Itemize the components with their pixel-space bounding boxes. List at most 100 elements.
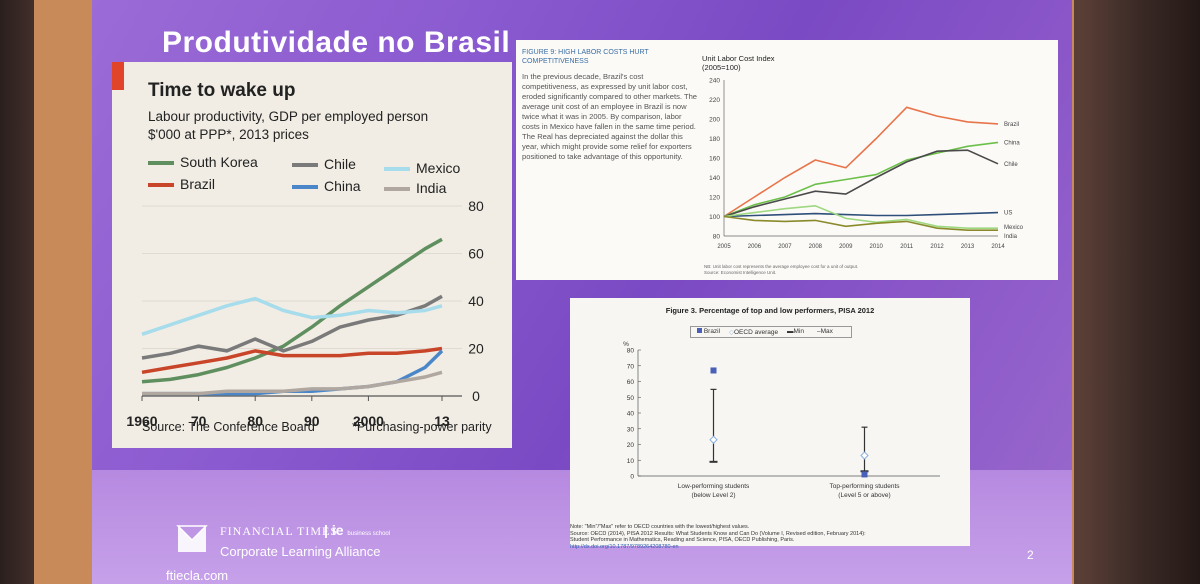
productivity-line-chart: 0 20 40 60 80 1960 70 80 90 2000 13 — [126, 198, 484, 429]
legend-china: China — [292, 178, 361, 194]
productivity-chart-panel: Time to wake up Labour productivity, GDP… — [112, 62, 512, 448]
brazil-marker — [710, 367, 717, 374]
projection-screen: Produtividade no Brasil Time to wake up … — [34, 0, 1074, 584]
category-label: (Level 5 or above) — [838, 492, 890, 499]
slide: Produtividade no Brasil Time to wake up … — [92, 0, 1072, 584]
legend-chile: Chile — [292, 156, 356, 172]
series-end-label: US — [1004, 211, 1012, 217]
y-tick-label: 180 — [709, 136, 720, 143]
series-line-brazil — [141, 346, 443, 375]
y-axis-unit: % — [623, 341, 629, 348]
series-end-label: Mexico — [1004, 225, 1024, 231]
legend-brazil: Brazil — [148, 176, 215, 192]
series-line-india — [723, 215, 998, 231]
pisa-title: Figure 3. Percentage of top and low perf… — [665, 306, 875, 315]
series-end-label: Chile — [1004, 162, 1018, 168]
series-end-label: China — [1004, 140, 1020, 146]
labor-cost-panel: FIGURE 9: HIGH LABOR COSTS HURT COMPETIT… — [516, 40, 1058, 280]
series-line-mexico — [723, 204, 998, 229]
y-tick-label: 40 — [468, 293, 484, 309]
brazil-marker — [861, 471, 868, 478]
doi-link[interactable]: http://dx.doi.org/10.1787/9789264208780-… — [570, 543, 679, 550]
y-tick-label: 10 — [627, 458, 635, 465]
y-tick-label: 30 — [627, 426, 635, 433]
x-tick-label: 2006 — [748, 244, 762, 250]
y-tick-label: 60 — [468, 246, 484, 262]
y-tick-label: 240 — [709, 78, 720, 85]
unit-labor-cost-chart: 80 100 120 140 160 180 200 220 240 2005 2006 2007 20… — [709, 78, 1024, 251]
chart-title: Time to wake up — [148, 80, 296, 101]
series-line-mexico — [141, 296, 443, 336]
series-end-label: Brazil — [1004, 122, 1019, 128]
y-tick-label: 160 — [709, 156, 720, 163]
x-tick-label: 2005 — [717, 244, 731, 250]
chart-subtitle: Labour productivity, GDP per employed pe… — [148, 108, 428, 144]
economist-red-tag — [112, 62, 124, 90]
series-line-chile — [723, 149, 999, 218]
y-tick-label: 80 — [468, 198, 484, 214]
x-tick-label: 2013 — [961, 244, 975, 250]
y-tick-label: 40 — [627, 411, 635, 418]
y-tick-label: 80 — [713, 234, 721, 241]
y-tick-label: 50 — [627, 395, 635, 402]
subtitle-line-2: $'000 at PPP*, 2013 prices — [148, 127, 309, 142]
ie-logo: | ie business school — [324, 522, 391, 538]
pisa-range-chart: % 0 10 20 30 40 50 60 70 80 Low-performing student… — [623, 341, 940, 499]
series-line-china — [723, 141, 999, 218]
pisa-footnote: Note: "Min"/"Max" refer to OECD countrie… — [570, 524, 866, 550]
x-tick-label: 2011 — [900, 244, 914, 250]
subtitle-line-1: Labour productivity, GDP per employed pe… — [148, 109, 429, 124]
oecd-average-marker — [860, 451, 869, 460]
ft-logo-icon — [176, 525, 208, 552]
legend-max-marker: –Max — [817, 328, 833, 335]
x-tick-label: 2000 — [353, 413, 384, 429]
y-tick-label: 100 — [709, 214, 720, 221]
y-tick-label: 20 — [468, 341, 484, 357]
series-line-brazil — [723, 106, 999, 218]
x-tick-label: 1960 — [126, 413, 157, 429]
legend-south-korea: South Korea — [148, 154, 258, 170]
series-line-us — [723, 211, 999, 218]
figure-note: NB: Unit labor cost represents the avera… — [704, 264, 859, 275]
y-tick-label: 0 — [630, 474, 634, 481]
x-tick-label: 70 — [191, 413, 207, 429]
pisa-legend: Brazil ◇OECD average ▬Min –Max — [690, 326, 852, 338]
legend-india: India — [384, 180, 446, 196]
y-tick-label: 60 — [627, 379, 635, 386]
figure-label: FIGURE 9: HIGH LABOR COSTS HURT COMPETIT… — [522, 49, 649, 65]
pisa-chart-panel: Figure 3. Percentage of top and low perf… — [570, 298, 970, 550]
category-label: (below Level 2) — [691, 492, 735, 499]
slide-title: Produtividade no Brasil — [162, 26, 511, 59]
x-tick-label: 2009 — [839, 244, 853, 250]
x-tick-label: 2008 — [809, 244, 823, 250]
y-tick-label: 140 — [709, 175, 720, 182]
legend-oecd-marker: ◇OECD average — [729, 329, 779, 336]
y-axis-title: Unit Labor Cost Index (2005=100) — [702, 54, 775, 72]
y-tick-label: 200 — [709, 117, 720, 124]
legend-mexico: Mexico — [384, 160, 460, 176]
legend-brazil-marker: Brazil — [697, 328, 720, 335]
x-tick-label: 2010 — [870, 244, 884, 250]
y-tick-label: 80 — [627, 348, 635, 355]
series-line-south-korea — [141, 237, 443, 384]
y-tick-label: 20 — [627, 442, 635, 449]
y-tick-label: 0 — [472, 388, 480, 404]
series-line-india — [142, 370, 443, 396]
x-tick-label: 2012 — [930, 244, 944, 250]
series-end-label: India — [1004, 234, 1018, 240]
footer-subtitle: Corporate Learning Alliance — [220, 544, 381, 559]
x-tick-label: 90 — [304, 413, 320, 429]
oecd-average-marker — [709, 435, 718, 444]
figure-body-text: In the previous decade, Brazil's cost co… — [522, 72, 698, 161]
page-number: 2 — [1027, 548, 1034, 562]
footer-url[interactable]: ftiecla.com — [166, 568, 229, 583]
chart-footnote: *Purchasing-power parity — [352, 420, 492, 434]
legend-min-marker: ▬Min — [787, 328, 804, 335]
chart-source: Source: The Conference Board — [142, 420, 315, 434]
category-label: Low-performing students — [678, 483, 750, 490]
x-tick-label: 2014 — [991, 244, 1005, 250]
y-tick-label: 70 — [627, 363, 635, 370]
x-tick-label: 2007 — [778, 244, 792, 250]
x-tick-label: 13 — [434, 413, 450, 429]
category-label: Top-performing students — [829, 483, 900, 490]
